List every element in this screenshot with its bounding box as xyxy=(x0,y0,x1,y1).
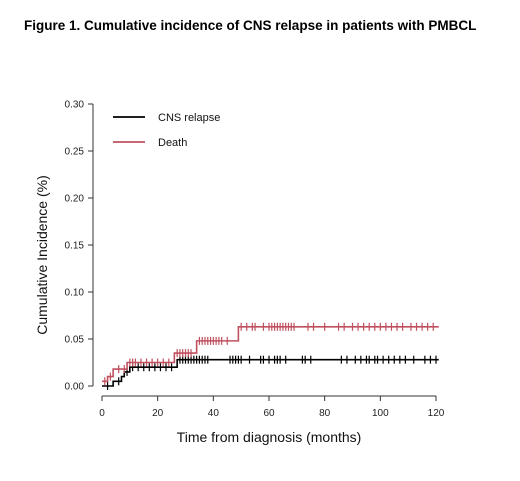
series-line-cns-relapse xyxy=(102,358,439,387)
y-tick-label: 0.15 xyxy=(65,241,85,252)
x-tick-label: 120 xyxy=(428,408,445,419)
x-tick-label: 40 xyxy=(208,408,220,419)
legend-label-death: Death xyxy=(158,137,187,149)
x-tick-label: 0 xyxy=(99,408,105,419)
chart-legend: CNS relapse Death xyxy=(113,112,220,149)
series-line-death xyxy=(102,325,439,383)
y-tick-label: 0.20 xyxy=(65,194,85,205)
y-tick-label: 0.30 xyxy=(65,100,85,111)
x-tick-label: 80 xyxy=(319,408,331,419)
figure-title: Figure 1. Cumulative incidence of CNS re… xyxy=(24,18,477,33)
y-tick-label: 0.10 xyxy=(65,288,85,299)
y-tick-label: 0.05 xyxy=(65,335,85,346)
y-axis-title: Cumulative Incidence (%) xyxy=(34,175,50,335)
x-axis-title: Time from diagnosis (months) xyxy=(177,429,362,445)
series-death xyxy=(102,322,439,386)
y-tick-label: 0.25 xyxy=(65,147,85,158)
chart-series xyxy=(102,322,439,390)
x-tick-label: 60 xyxy=(263,408,275,419)
y-tick-label: 0.00 xyxy=(65,382,85,393)
legend-label-cns-relapse: CNS relapse xyxy=(158,112,220,124)
x-tick-label: 100 xyxy=(372,408,389,419)
chart-axes: 0.00 0.05 0.10 0.15 0.20 0.25 0.30 0 20 40 60 80 100… xyxy=(65,100,445,420)
series-cns-relapse xyxy=(102,355,439,390)
x-tick-label: 20 xyxy=(152,408,164,419)
